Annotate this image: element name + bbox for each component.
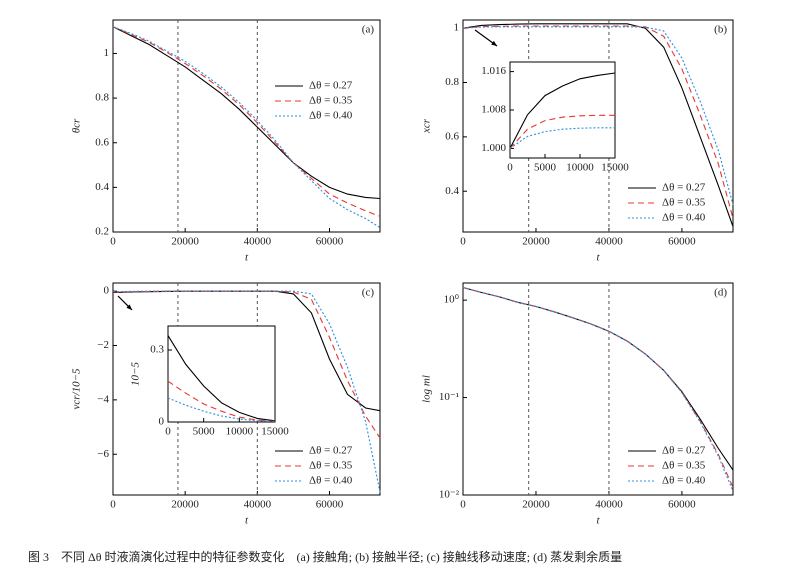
y-axis-label: xcr: [421, 118, 433, 134]
x-tick-label: 60000: [316, 236, 344, 248]
x-axis-label: t: [596, 252, 600, 264]
x-tick-label: 0: [507, 162, 513, 174]
plot-frame: [167, 325, 276, 423]
x-tick-label: 0: [460, 499, 466, 511]
y-tick-label: 10⁻²: [439, 489, 460, 501]
x-tick-label: 0: [110, 236, 116, 248]
arrow-head: [126, 304, 132, 310]
y-axis-label: vcr/10−5: [71, 368, 83, 410]
series-line: [112, 26, 381, 228]
series-line: [509, 127, 615, 149]
y-tick-label: 0: [159, 416, 165, 428]
y-tick-label: 10⁰: [444, 294, 460, 306]
series-line: [112, 290, 381, 493]
y-tick-label: −4: [97, 393, 109, 405]
x-tick-label: 40000: [244, 236, 272, 248]
series-line: [509, 72, 616, 149]
legend-label: Δθ = 0.27: [662, 182, 706, 194]
series-line: [167, 335, 276, 422]
x-tick-label: 60000: [316, 499, 344, 511]
x-tick-label: 5000: [534, 162, 557, 174]
x-tick-label: 0: [460, 236, 466, 248]
legend-label: Δθ = 0.27: [662, 445, 706, 457]
x-tick-label: 40000: [244, 499, 272, 511]
plot-frame: [509, 61, 616, 159]
x-tick-label: 20000: [171, 499, 199, 511]
x-tick-label: 20000: [522, 499, 550, 511]
x-tick-label: 10000: [566, 162, 594, 174]
y-axis-label: θcr: [71, 118, 83, 133]
y-axis-label: log ml: [421, 375, 433, 403]
y-tick-label: −2: [97, 339, 109, 351]
legend-label: Δθ = 0.40: [309, 475, 353, 487]
series-line: [112, 26, 381, 217]
legend-label: Δθ = 0.40: [309, 110, 353, 122]
legend-label: Δθ = 0.27: [309, 445, 353, 457]
y-tick-label: 0: [104, 285, 110, 297]
x-axis-label: t: [245, 515, 249, 527]
x-tick-label: 0: [110, 499, 116, 511]
series-line: [462, 26, 734, 205]
panel-label: (a): [362, 24, 375, 36]
y-tick-label: 0.3: [150, 344, 164, 356]
x-axis-label: t: [596, 515, 600, 527]
legend-label: Δθ = 0.40: [662, 475, 706, 487]
y-tick-label: 0.6: [445, 130, 459, 142]
x-axis-label: t: [245, 252, 249, 264]
plot-frame: [112, 19, 381, 233]
x-tick-label: 0: [165, 426, 171, 438]
x-tick-label: 60000: [668, 499, 696, 511]
y-tick-label: 1: [454, 22, 460, 34]
plot-frame: [462, 282, 734, 496]
x-tick-label: 40000: [595, 499, 623, 511]
legend-label: Δθ = 0.40: [662, 212, 706, 224]
series-line: [167, 397, 276, 423]
panel-label: (d): [714, 287, 727, 299]
series-line: [462, 25, 734, 219]
x-tick-label: 15000: [601, 162, 629, 174]
y-tick-label: 1.000: [481, 142, 506, 154]
legend-label: Δθ = 0.35: [309, 460, 353, 472]
series-line: [509, 114, 615, 149]
series-line: [167, 380, 276, 422]
y-tick-label: 0.4: [445, 185, 459, 197]
y-tick-label: 1.016: [481, 65, 506, 77]
y-tick-label: 1: [104, 47, 110, 59]
x-tick-label: 20000: [171, 236, 199, 248]
y-tick-label: 0.8: [445, 76, 459, 88]
y-tick-label: 0.8: [95, 92, 109, 104]
y-tick-label: 0.4: [95, 181, 109, 193]
x-tick-label: 10000: [226, 426, 254, 438]
series-line: [462, 23, 734, 227]
legend-label: Δθ = 0.27: [309, 80, 353, 92]
legend-label: Δθ = 0.35: [309, 95, 353, 107]
panel-label: (b): [714, 24, 727, 36]
x-tick-label: 40000: [595, 236, 623, 248]
y-tick-label: 10⁻¹: [439, 391, 459, 403]
caption: 图 3 不同 Δθ 时液滴演化过程中的特征参数变化 (a) 接触角; (b) 接…: [28, 549, 622, 564]
x-tick-label: 60000: [668, 236, 696, 248]
y-tick-label: −6: [97, 448, 109, 460]
y-axis-label: 10−5: [130, 362, 142, 386]
y-tick-label: 1.008: [481, 104, 506, 116]
x-tick-label: 15000: [261, 426, 289, 438]
y-tick-label: 0.6: [95, 136, 109, 148]
legend-label: Δθ = 0.35: [662, 197, 706, 209]
arrow-head: [491, 40, 497, 46]
y-tick-label: 0.2: [95, 226, 109, 238]
legend-label: Δθ = 0.35: [662, 460, 706, 472]
series-line: [112, 26, 381, 200]
x-tick-label: 20000: [522, 236, 550, 248]
panel-label: (c): [362, 287, 375, 299]
x-tick-label: 5000: [193, 426, 216, 438]
